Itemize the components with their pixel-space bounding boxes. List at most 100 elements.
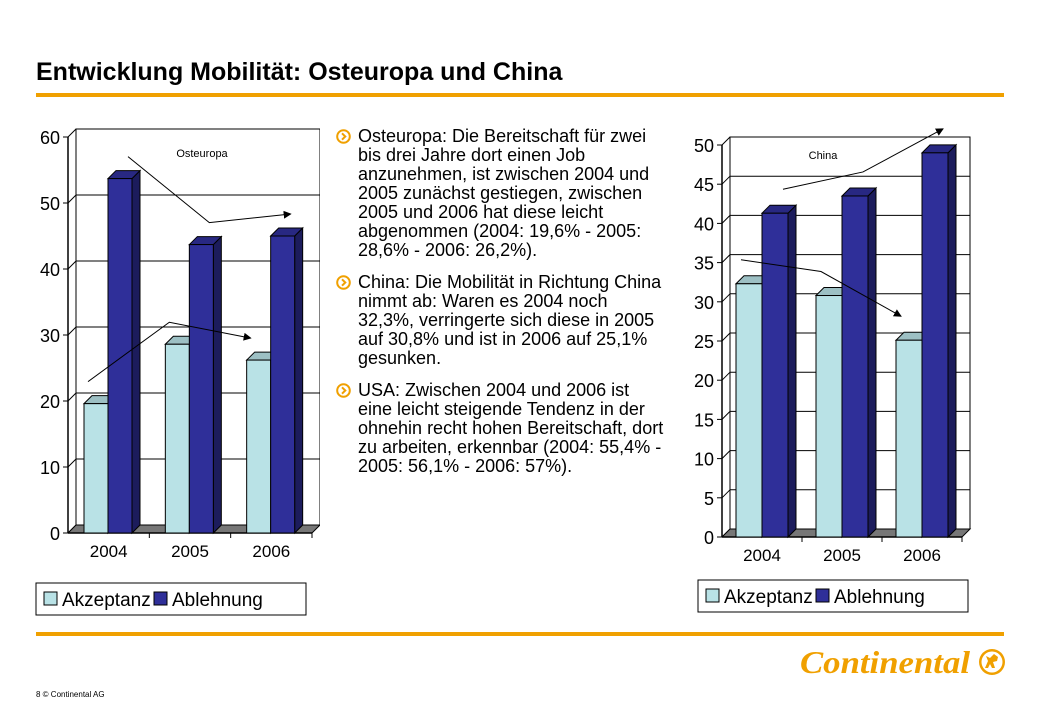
gridline-side bbox=[721, 489, 731, 499]
china-chart: 0 5 10 15 20 25 30 35 40 45 50 2004 2005 2006 China Akz… bbox=[680, 125, 980, 620]
gridline-side bbox=[721, 215, 731, 224]
osteuropa-chart: 0 10 20 30 40 50 60 2004 2005 2006 Osteuropa Akzept… bbox=[30, 125, 320, 620]
y-tick-label: 5 bbox=[704, 489, 714, 509]
x-tick-label: 2005 bbox=[823, 546, 861, 565]
legend-box bbox=[35, 582, 307, 616]
bar-ablehnung-2004 bbox=[760, 204, 798, 539]
legend-box bbox=[697, 579, 969, 613]
y-tick-label: 50 bbox=[694, 136, 714, 156]
footer-divider bbox=[36, 632, 1004, 636]
y-tick-label: 30 bbox=[40, 326, 60, 346]
gridline-side bbox=[721, 371, 731, 381]
legend-label-akzeptanz: Akzeptanz bbox=[724, 587, 813, 608]
x-tick-label: 2006 bbox=[252, 542, 290, 561]
legend-swatch-akzeptanz bbox=[43, 591, 58, 606]
bullet-text: USA: Zwischen 2004 und 2006 ist eine lei… bbox=[358, 380, 664, 476]
trend-arrow-akzeptanz bbox=[87, 321, 252, 383]
gridline-side bbox=[67, 260, 77, 270]
y-tick-label: 0 bbox=[704, 528, 714, 548]
bullet-item: Osteuropa: Die Bereitschaft für zwei bis… bbox=[336, 127, 666, 260]
chart-svg: 0 10 20 30 40 50 60 2004 2005 2006 Osteuropa Akzept… bbox=[35, 128, 320, 616]
bullet-item: China: Die Mobilität in Richtung China n… bbox=[336, 273, 666, 368]
gridline-side bbox=[721, 175, 731, 185]
bar-front bbox=[761, 212, 789, 538]
y-tick-label: 40 bbox=[694, 214, 714, 234]
legend-label-ablehnung: Ablehnung bbox=[834, 587, 925, 608]
bar-ablehnung-2005 bbox=[188, 235, 223, 535]
y-tick-label: 20 bbox=[694, 371, 714, 391]
bar-front bbox=[83, 403, 109, 534]
bar-front bbox=[164, 343, 190, 534]
footer-copyright: 8 © Continental AG bbox=[36, 690, 105, 699]
y-tick-label: 35 bbox=[694, 254, 714, 274]
x-tick-label: 2004 bbox=[743, 546, 781, 565]
legend-swatch-ablehnung bbox=[153, 591, 168, 606]
chart-title: Osteuropa bbox=[176, 148, 228, 160]
gridline-side bbox=[67, 326, 77, 336]
y-tick-label: 40 bbox=[40, 260, 60, 280]
y-tick-label: 10 bbox=[694, 450, 714, 470]
bar-ablehnung-2006 bbox=[920, 143, 958, 539]
bar-side bbox=[212, 235, 222, 535]
horse-emblem-icon bbox=[979, 649, 1005, 675]
gridline-side bbox=[721, 411, 731, 420]
chevron-right-icon bbox=[336, 275, 351, 290]
trend-arrow-ablehnung bbox=[127, 156, 292, 224]
bar-front bbox=[246, 359, 272, 534]
bar-front bbox=[921, 152, 949, 538]
gridline-side bbox=[721, 136, 731, 146]
bar-front bbox=[841, 195, 869, 538]
bar-front bbox=[735, 283, 763, 538]
legend-label-akzeptanz: Akzeptanz bbox=[62, 590, 151, 611]
trend-arrow-ablehnung bbox=[782, 128, 944, 190]
bullet-list: Osteuropa: Die Bereitschaft für zwei bis… bbox=[336, 127, 666, 489]
bar-ablehnung-2006 bbox=[269, 226, 304, 535]
gridline-side bbox=[721, 332, 731, 342]
page-title: Entwicklung Mobilität: Osteuropa und Chi… bbox=[36, 58, 563, 86]
chart-legend: Akzeptanz Ablehnung bbox=[697, 579, 969, 613]
bar-ablehnung-2005 bbox=[840, 186, 878, 539]
chart-svg: 0 5 10 15 20 25 30 35 40 45 50 2004 2005 2006 China Akz… bbox=[694, 128, 972, 613]
bar-ablehnung-2004 bbox=[106, 169, 142, 535]
bar-front bbox=[895, 339, 923, 538]
x-tick-label: 2006 bbox=[903, 546, 941, 565]
legend-swatch-ablehnung bbox=[815, 588, 830, 603]
bar-front bbox=[188, 244, 214, 534]
bullet-text: Osteuropa: Die Bereitschaft für zwei bis… bbox=[358, 126, 650, 260]
gridline-side bbox=[721, 450, 731, 459]
bar-front bbox=[270, 235, 296, 534]
x-tick-label: 2005 bbox=[171, 542, 209, 561]
logo-wordmark: Continental bbox=[800, 644, 970, 680]
legend-label-ablehnung: Ablehnung bbox=[172, 590, 263, 611]
gridline-side bbox=[721, 293, 731, 303]
y-tick-label: 10 bbox=[40, 458, 60, 478]
gridline-side bbox=[67, 194, 77, 204]
continental-logo: Continental bbox=[800, 644, 1005, 680]
y-tick-label: 30 bbox=[694, 293, 714, 313]
chart-legend: Akzeptanz Ablehnung bbox=[35, 582, 307, 616]
chart-title: China bbox=[809, 150, 839, 162]
y-tick-label: 60 bbox=[40, 128, 60, 148]
bar-side bbox=[947, 143, 957, 539]
gridline-side bbox=[67, 458, 77, 468]
bullet-text: China: Die Mobilität in Richtung China n… bbox=[358, 272, 662, 368]
y-tick-label: 50 bbox=[40, 194, 60, 214]
bullet-item: USA: Zwischen 2004 und 2006 ist eine lei… bbox=[336, 381, 666, 476]
legend-swatch-akzeptanz bbox=[705, 588, 720, 603]
trend-arrow-akzeptanz bbox=[740, 259, 902, 317]
chevron-right-icon bbox=[336, 383, 351, 398]
y-tick-label: 0 bbox=[50, 524, 60, 544]
y-tick-label: 20 bbox=[40, 392, 60, 412]
bar-side bbox=[131, 169, 141, 535]
y-tick-label: 25 bbox=[694, 332, 714, 352]
y-tick-label: 15 bbox=[694, 410, 714, 430]
chevron-right-icon bbox=[336, 129, 351, 144]
x-tick-label: 2004 bbox=[90, 542, 128, 561]
bar-side bbox=[294, 226, 304, 535]
gridline-side bbox=[67, 392, 77, 402]
title-divider bbox=[36, 93, 1004, 97]
bar-front bbox=[107, 178, 133, 534]
gridline-side bbox=[67, 128, 77, 138]
bar-side bbox=[867, 186, 877, 539]
gridline-side bbox=[721, 254, 731, 263]
